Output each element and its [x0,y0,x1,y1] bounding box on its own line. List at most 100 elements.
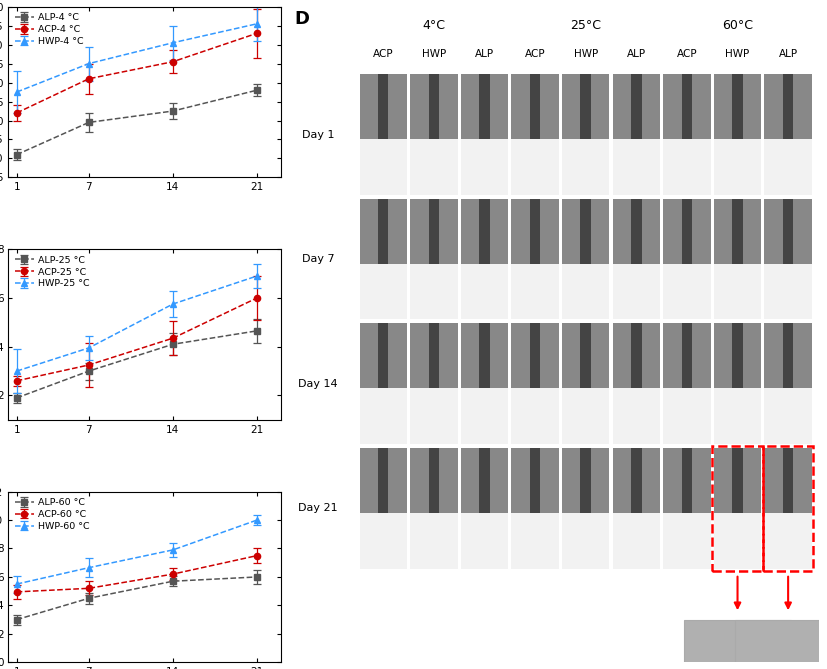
Bar [714,139,761,195]
Bar [410,448,457,569]
Text: HWP: HWP [725,49,749,59]
Bar [461,264,509,319]
Text: ACP: ACP [373,49,394,59]
Bar [663,448,710,569]
Bar [410,264,457,319]
Text: HWP: HWP [574,49,598,59]
Bar [663,199,710,319]
Bar [410,199,457,319]
Bar [613,389,660,444]
Bar [461,389,509,444]
Bar [581,448,591,513]
Bar [562,74,609,195]
Bar [461,139,509,195]
Bar [681,323,692,389]
Bar [663,139,710,195]
Bar [783,74,793,139]
Bar [581,199,591,264]
Bar [511,389,559,444]
Bar [613,323,660,444]
Bar [511,323,559,444]
Bar [360,264,407,319]
Bar [562,199,609,319]
Legend: ALP-60 °C, ACP-60 °C, HWP-60 °C: ALP-60 °C, ACP-60 °C, HWP-60 °C [13,496,91,533]
Bar [712,446,762,571]
Bar [511,264,559,319]
Bar [360,389,407,444]
Text: Day 1: Day 1 [302,130,334,140]
Bar [764,264,812,319]
Bar [530,448,540,513]
Legend: ALP-4 °C, ACP-4 °C, HWP-4 °C: ALP-4 °C, ACP-4 °C, HWP-4 °C [13,11,85,48]
Bar [732,199,743,264]
Text: D: D [294,10,309,28]
Bar [530,199,540,264]
Bar [735,662,827,669]
Bar [613,139,660,195]
Bar [764,513,812,569]
Bar [663,264,710,319]
Bar [360,139,407,195]
Bar [735,619,827,669]
Bar [480,74,490,139]
Bar [783,323,793,389]
Bar [762,446,814,571]
Bar [714,323,761,444]
Bar [480,199,490,264]
Bar [461,199,509,319]
Bar [764,74,812,195]
Bar [530,74,540,139]
Bar [613,264,660,319]
Bar [613,513,660,569]
Bar [360,74,407,195]
Bar [681,199,692,264]
Bar [511,139,559,195]
Bar [480,323,490,389]
Bar [461,323,509,444]
Bar [663,323,710,444]
Bar [631,448,642,513]
Bar [581,323,591,389]
Bar [714,199,761,319]
Bar [410,139,457,195]
Bar [663,513,710,569]
Bar [714,513,761,569]
Bar [378,199,389,264]
Text: Day 21: Day 21 [299,503,338,513]
Bar [663,389,710,444]
Bar [613,199,660,319]
Bar [562,448,609,569]
Bar [631,74,642,139]
Bar [410,74,457,195]
Bar [360,448,407,569]
Bar [562,264,609,319]
Bar [461,513,509,569]
Bar [663,74,710,195]
Bar [732,323,743,389]
Bar [410,389,457,444]
Bar [378,74,389,139]
Text: 4°C: 4°C [423,19,446,31]
Bar [511,448,559,569]
Bar [428,323,439,389]
Bar [461,74,509,195]
Bar [360,323,407,444]
Bar [581,74,591,139]
Bar [378,323,389,389]
Text: ALP: ALP [778,49,798,59]
Bar [732,74,743,139]
Bar [511,74,559,195]
Bar [783,199,793,264]
Bar [428,199,439,264]
Bar [764,389,812,444]
Bar [428,74,439,139]
Text: Day 7: Day 7 [302,254,334,264]
Bar [681,448,692,513]
Bar [681,74,692,139]
Bar [461,448,509,569]
Bar [685,662,791,669]
Bar [714,264,761,319]
Text: ACP: ACP [525,49,546,59]
Bar [410,513,457,569]
Bar [783,448,793,513]
